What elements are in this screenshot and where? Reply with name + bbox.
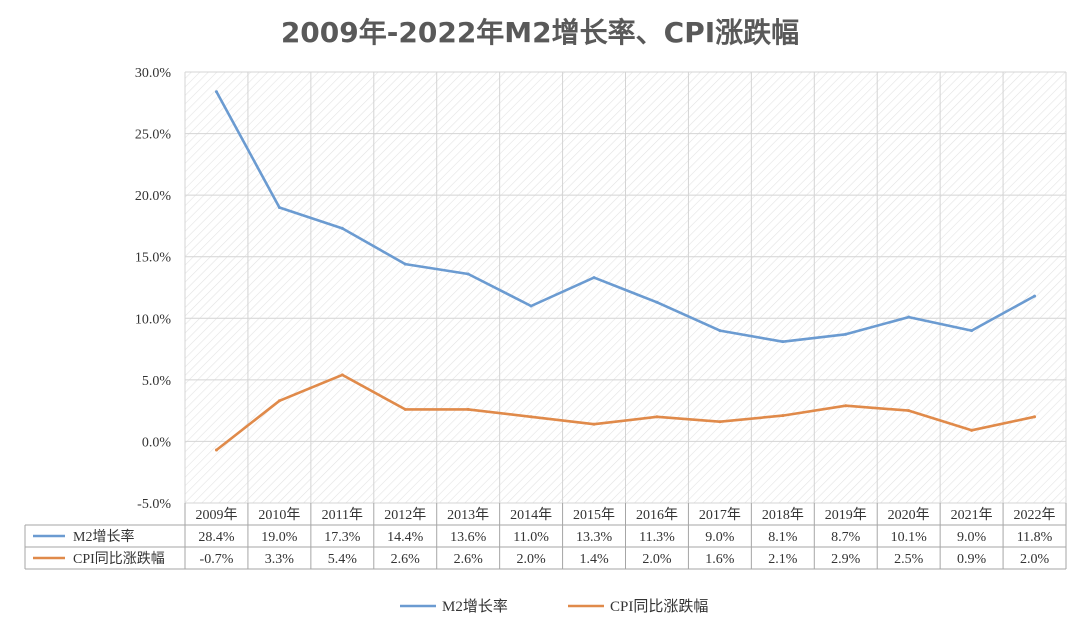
data-point	[970, 428, 974, 432]
y-tick-label: 5.0%	[142, 374, 172, 389]
data-label: 17.3%	[324, 530, 361, 545]
data-label: 19.0%	[261, 530, 298, 545]
data-label: 11.0%	[513, 530, 549, 545]
x-category-label: 2012年	[384, 507, 426, 523]
data-point	[1033, 415, 1037, 419]
data-point	[592, 422, 596, 426]
data-point	[970, 329, 974, 333]
data-point	[277, 399, 281, 403]
data-point	[340, 226, 344, 230]
x-category-label: 2015年	[573, 507, 615, 523]
x-category-label: 2009年	[195, 507, 237, 523]
y-tick-label: 0.0%	[142, 435, 172, 450]
data-label: -0.7%	[200, 552, 234, 567]
data-label: 9.0%	[957, 530, 987, 545]
data-point	[718, 329, 722, 333]
data-label: 10.1%	[891, 530, 928, 545]
x-category-label: 2018年	[762, 507, 804, 523]
data-label: 2.1%	[768, 552, 798, 567]
data-point	[529, 415, 533, 419]
data-label: 11.3%	[639, 530, 675, 545]
data-label: 0.9%	[957, 552, 987, 567]
data-point	[466, 407, 470, 411]
data-point	[655, 415, 659, 419]
x-category-label: 2020年	[888, 507, 930, 523]
data-point	[403, 407, 407, 411]
table-series-name: M2增长率	[73, 528, 134, 545]
data-point	[655, 300, 659, 304]
data-label: 2.0%	[642, 552, 672, 567]
data-point	[781, 340, 785, 344]
data-point	[781, 414, 785, 418]
x-category-label: 2011年	[322, 507, 363, 523]
legend: M2增长率 CPI同比涨跌幅	[400, 598, 708, 615]
plot-area: -5.0% 0.0% 5.0% 10.0% 15.0% 20.0% 25.0% 30.0%	[135, 66, 1067, 512]
data-label: 8.7%	[831, 530, 861, 545]
series-line-1	[215, 90, 1036, 343]
data-point	[466, 272, 470, 276]
data-label: 1.4%	[579, 552, 609, 567]
legend-label: CPI同比涨跌幅	[610, 598, 708, 615]
data-table: 2009年 2010年 2011年 2012年 2013年 2014年 2015年 2016年…	[24, 503, 1067, 570]
y-tick-label: 25.0%	[135, 128, 172, 143]
data-label: 9.0%	[705, 530, 735, 545]
data-point	[403, 262, 407, 266]
data-label: 2.9%	[831, 552, 861, 567]
x-category-label: 2013年	[447, 507, 489, 523]
data-label: 1.6%	[705, 552, 735, 567]
data-label: 2.5%	[894, 552, 924, 567]
x-category-label: 2014年	[510, 507, 552, 523]
data-point	[844, 332, 848, 336]
data-point	[718, 420, 722, 424]
y-tick-label: -5.0%	[137, 497, 171, 512]
data-point	[907, 315, 911, 319]
legend-label: M2增长率	[442, 598, 508, 615]
data-point	[214, 90, 218, 94]
data-point	[214, 448, 218, 452]
data-point	[1033, 294, 1037, 298]
data-point	[592, 276, 596, 280]
x-category-label: 2010年	[258, 507, 300, 523]
data-point	[844, 404, 848, 408]
data-label: 8.1%	[768, 530, 798, 545]
table-series-name: CPI同比涨跌幅	[73, 551, 165, 567]
data-label: 28.4%	[198, 530, 235, 545]
data-point	[340, 373, 344, 377]
data-point	[277, 205, 281, 209]
data-label: 2.6%	[454, 552, 484, 567]
data-point	[907, 409, 911, 413]
x-category-label: 2016年	[636, 507, 678, 523]
x-category-label: 2017年	[699, 507, 741, 523]
data-label: 13.6%	[450, 530, 487, 545]
y-tick-label: 10.0%	[135, 312, 172, 327]
data-label: 14.4%	[387, 530, 424, 545]
data-label: 2.0%	[1020, 552, 1050, 567]
series-line-2	[215, 373, 1036, 452]
x-category-label: 2019年	[825, 507, 867, 523]
y-tick-label: 30.0%	[135, 66, 172, 81]
data-label: 5.4%	[328, 552, 358, 567]
chart-title: 2009年-2022年M2增长率、CPI涨跌幅	[281, 16, 799, 49]
data-label: 3.3%	[265, 552, 295, 567]
y-tick-label: 15.0%	[135, 251, 172, 266]
data-label: 2.0%	[517, 552, 547, 567]
x-category-label: 2022年	[1014, 507, 1056, 523]
x-category-label: 2021年	[951, 507, 993, 523]
y-tick-label: 20.0%	[135, 189, 172, 204]
data-label: 2.6%	[391, 552, 421, 567]
data-label: 13.3%	[576, 530, 613, 545]
data-point	[529, 304, 533, 308]
data-label: 11.8%	[1017, 530, 1053, 545]
